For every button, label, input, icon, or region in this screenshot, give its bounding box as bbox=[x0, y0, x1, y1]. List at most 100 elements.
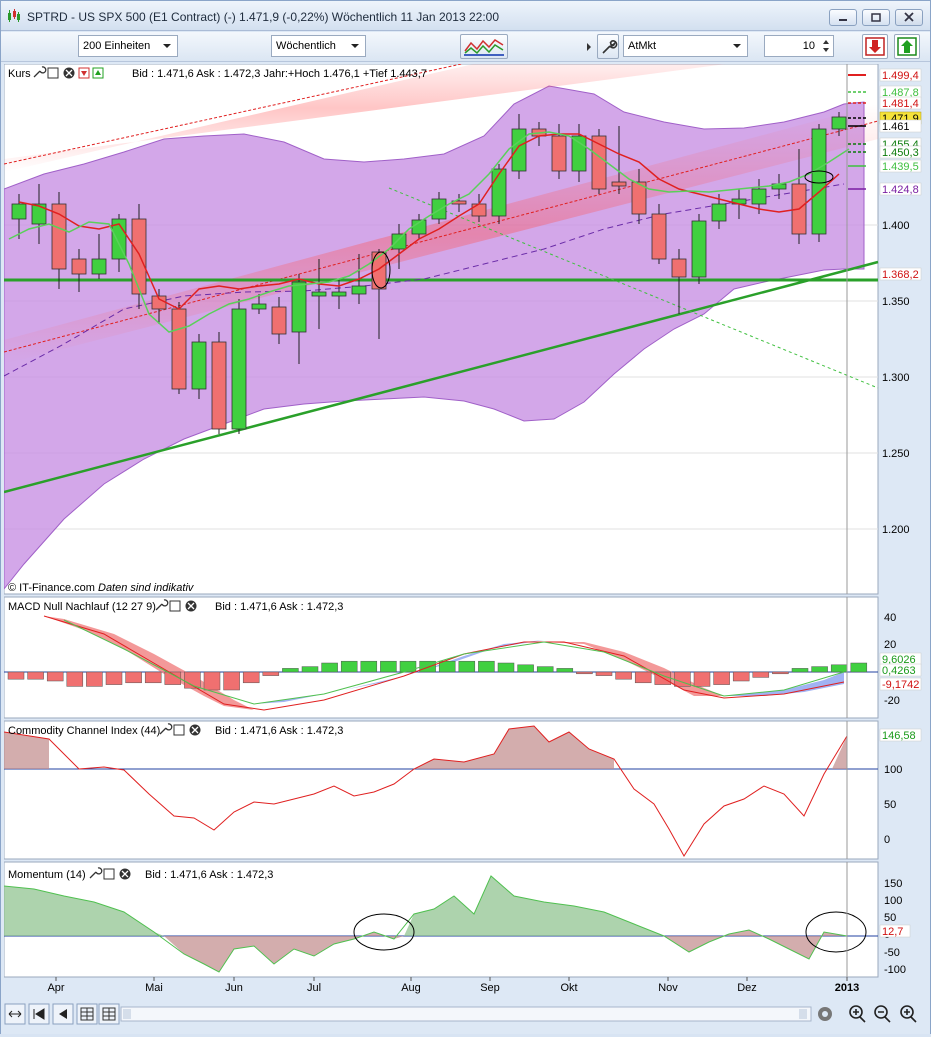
macd-bar bbox=[27, 671, 44, 680]
panel-info: Bid : 1.471,6 Ask : 1.472,3 bbox=[215, 601, 343, 613]
macd-bar bbox=[184, 671, 201, 689]
zoom-in-button-2[interactable] bbox=[900, 1005, 917, 1023]
maximize-button[interactable] bbox=[862, 9, 890, 26]
candle-body bbox=[431, 198, 447, 220]
close-button[interactable] bbox=[895, 9, 923, 26]
buy-button[interactable] bbox=[894, 34, 920, 59]
macd-bar bbox=[693, 671, 711, 687]
zoom-in-button[interactable] bbox=[849, 1005, 866, 1023]
price-tag bbox=[879, 119, 922, 133]
annotation-ellipse[interactable] bbox=[371, 251, 391, 289]
buy-arrow-icon bbox=[897, 37, 917, 56]
green-support-line bbox=[4, 260, 879, 494]
macd-panel[interactable] bbox=[4, 596, 879, 719]
candle-body bbox=[171, 308, 187, 390]
panel-title: Momentum (14) bbox=[8, 869, 86, 881]
disclaimer-text: Daten sind indikativ bbox=[98, 582, 195, 594]
units-select[interactable]: 200 Einheiten bbox=[78, 35, 178, 57]
window-icon[interactable] bbox=[169, 600, 181, 612]
chevron-right-icon[interactable] bbox=[586, 42, 592, 52]
red-channel-lines bbox=[4, 64, 879, 364]
zoom-out-button[interactable] bbox=[874, 1005, 891, 1023]
macd-bar bbox=[752, 671, 770, 678]
macd-bar bbox=[615, 671, 632, 680]
macd-bar bbox=[46, 671, 64, 682]
candle-body bbox=[251, 303, 267, 310]
panel-info: Bid : 1.471,6 Ask : 1.472,3 bbox=[145, 869, 273, 881]
price-axis-tick: 1.300 bbox=[882, 372, 910, 384]
close-icon bbox=[187, 602, 195, 610]
momentum-panel[interactable] bbox=[4, 861, 879, 978]
minimize-button[interactable] bbox=[829, 9, 857, 26]
momentum-axis-tick: 100 bbox=[884, 895, 902, 907]
candle-body bbox=[191, 341, 207, 390]
price-panel[interactable] bbox=[4, 64, 879, 595]
chart-area[interactable]: Kurs Bid : 1.471,6 Ask : 1.472,3 Jahr:+Ho… bbox=[4, 64, 929, 996]
macd-signal-fill-blue-2 bbox=[724, 672, 844, 696]
window-icon[interactable] bbox=[47, 67, 59, 79]
macd-bar bbox=[419, 660, 436, 673]
order-type-select[interactable]: AtMkt bbox=[623, 35, 748, 57]
sell-button[interactable] bbox=[862, 34, 888, 59]
stepper-arrows-icon[interactable] bbox=[822, 39, 830, 53]
annotation-ellipse[interactable] bbox=[353, 913, 415, 951]
candle-body bbox=[271, 306, 287, 335]
period-select[interactable]: Wöchentlich bbox=[271, 35, 366, 57]
scroll-start-button[interactable] bbox=[28, 1003, 50, 1025]
wrench-icon[interactable] bbox=[33, 66, 47, 78]
window-icon[interactable] bbox=[173, 724, 185, 736]
macd-histogram bbox=[7, 660, 868, 691]
table-view-button[interactable] bbox=[76, 1003, 98, 1025]
price-tag-label: 1.499,4 bbox=[882, 70, 919, 82]
candle-body bbox=[11, 203, 27, 220]
wrench-icon[interactable] bbox=[159, 723, 173, 735]
candle-body bbox=[611, 181, 627, 187]
candle-body bbox=[491, 168, 507, 217]
x-axis-month: Jul bbox=[307, 982, 321, 994]
macd-bar bbox=[458, 660, 476, 673]
scroll-back-button[interactable] bbox=[52, 1003, 74, 1025]
annotation-ellipse[interactable] bbox=[805, 911, 867, 953]
candle-body bbox=[351, 285, 367, 295]
candle-body bbox=[291, 281, 307, 333]
wrench-icon[interactable] bbox=[89, 867, 103, 879]
zoom-fit-button[interactable] bbox=[4, 1003, 26, 1025]
momentum-axis-tick: 150 bbox=[884, 878, 902, 890]
horizontal-scrollbar[interactable] bbox=[120, 1006, 812, 1022]
macd-bar bbox=[340, 660, 358, 673]
chart-style-button[interactable] bbox=[460, 34, 508, 59]
panel-title: Kurs bbox=[8, 68, 31, 80]
cci-panel[interactable] bbox=[4, 720, 879, 860]
price-tag-label: 1.461 bbox=[882, 121, 910, 133]
candle-body bbox=[71, 258, 87, 275]
window-icon[interactable] bbox=[103, 868, 115, 880]
macd-bar bbox=[321, 662, 338, 673]
macd-bar bbox=[850, 662, 868, 673]
macd-bar bbox=[301, 666, 319, 673]
cci-tag-label: 146,58 bbox=[882, 730, 916, 742]
annotation-ellipse[interactable] bbox=[804, 170, 834, 184]
table-view-button-2[interactable] bbox=[98, 1003, 120, 1025]
order-settings-button[interactable] bbox=[597, 34, 619, 59]
candle-body bbox=[631, 181, 647, 215]
candle-body bbox=[711, 203, 727, 222]
chevron-down-icon bbox=[163, 44, 171, 48]
down-arrow-icon bbox=[81, 71, 87, 76]
title-bar[interactable]: SPTRD - US SPX 500 (E1 Contract) (-) 1.4… bbox=[1, 1, 930, 31]
macd-tag bbox=[879, 663, 922, 677]
candle-body bbox=[691, 220, 707, 278]
macd-bar bbox=[7, 671, 25, 680]
indicator-chart-icon bbox=[464, 39, 504, 56]
macd-bar bbox=[830, 664, 848, 673]
x-axis-month: 2013 bbox=[835, 982, 859, 994]
wrench-icon[interactable] bbox=[155, 599, 169, 611]
settings-button[interactable] bbox=[818, 1007, 832, 1021]
macd-bar bbox=[144, 671, 162, 684]
minimize-icon bbox=[839, 19, 847, 21]
quantity-stepper[interactable]: 10 bbox=[764, 35, 834, 57]
macd-signal-fill-red bbox=[44, 616, 254, 710]
chevron-down-icon bbox=[351, 44, 359, 48]
macd-bar bbox=[360, 660, 378, 673]
candle-body bbox=[831, 116, 847, 130]
candle-body bbox=[471, 203, 487, 217]
